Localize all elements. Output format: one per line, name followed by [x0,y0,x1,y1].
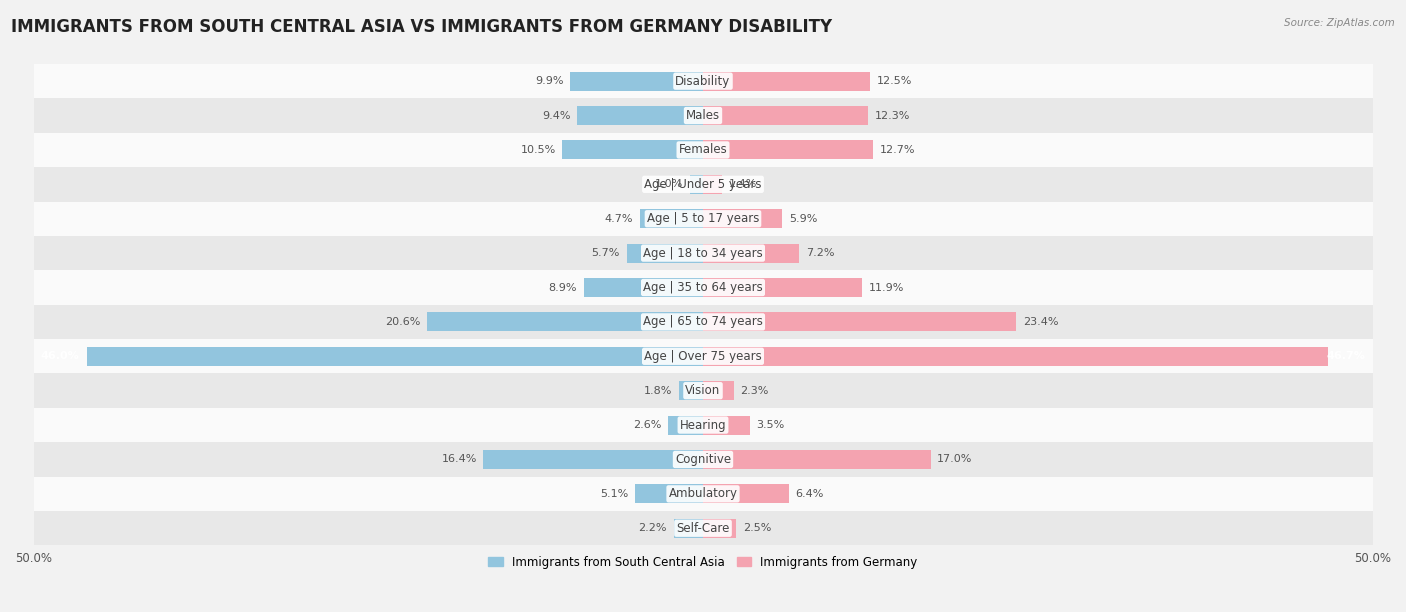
Text: 3.5%: 3.5% [756,420,785,430]
Text: 2.5%: 2.5% [744,523,772,533]
Text: 20.6%: 20.6% [385,317,420,327]
Text: Disability: Disability [675,75,731,88]
Text: 5.1%: 5.1% [600,489,628,499]
Bar [634,484,703,503]
Bar [703,450,931,469]
Bar [679,381,703,400]
Bar [703,381,734,400]
Bar [571,72,703,91]
Text: Age | 18 to 34 years: Age | 18 to 34 years [643,247,763,259]
Text: 2.6%: 2.6% [633,420,661,430]
Text: 46.7%: 46.7% [1327,351,1365,361]
Text: Self-Care: Self-Care [676,522,730,535]
Bar [34,339,1372,373]
Text: Males: Males [686,109,720,122]
Bar [34,511,1372,545]
Text: 2.2%: 2.2% [638,523,666,533]
Bar [703,347,1329,366]
Text: 23.4%: 23.4% [1024,317,1059,327]
Text: Age | 35 to 64 years: Age | 35 to 64 years [643,281,763,294]
Text: 8.9%: 8.9% [548,283,576,293]
Text: 5.9%: 5.9% [789,214,817,224]
Bar [34,373,1372,408]
Bar [34,201,1372,236]
Bar [703,244,800,263]
Text: Ambulatory: Ambulatory [668,487,738,501]
Text: Cognitive: Cognitive [675,453,731,466]
Text: 12.7%: 12.7% [880,145,915,155]
Text: 1.0%: 1.0% [655,179,683,189]
Bar [34,442,1372,477]
Bar [87,347,703,366]
Bar [640,209,703,228]
Bar [34,133,1372,167]
Text: Females: Females [679,143,727,157]
Bar [576,106,703,125]
Bar [34,167,1372,201]
Text: 10.5%: 10.5% [520,145,555,155]
Text: IMMIGRANTS FROM SOUTH CENTRAL ASIA VS IMMIGRANTS FROM GERMANY DISABILITY: IMMIGRANTS FROM SOUTH CENTRAL ASIA VS IM… [11,18,832,36]
Text: Age | 65 to 74 years: Age | 65 to 74 years [643,315,763,329]
Text: 16.4%: 16.4% [441,455,477,465]
Text: 1.8%: 1.8% [644,386,672,396]
Bar [34,408,1372,442]
Legend: Immigrants from South Central Asia, Immigrants from Germany: Immigrants from South Central Asia, Immi… [484,551,922,573]
Text: Source: ZipAtlas.com: Source: ZipAtlas.com [1284,18,1395,28]
Bar [668,416,703,435]
Bar [703,484,789,503]
Text: Vision: Vision [685,384,721,397]
Text: 9.4%: 9.4% [541,111,571,121]
Bar [703,175,721,194]
Bar [583,278,703,297]
Bar [484,450,703,469]
Text: 5.7%: 5.7% [592,248,620,258]
Bar [689,175,703,194]
Text: 17.0%: 17.0% [938,455,973,465]
Bar [34,99,1372,133]
Text: Hearing: Hearing [679,419,727,431]
Text: 4.7%: 4.7% [605,214,633,224]
Bar [34,271,1372,305]
Text: Age | Over 75 years: Age | Over 75 years [644,350,762,363]
Text: 12.5%: 12.5% [877,76,912,86]
Bar [427,313,703,331]
Bar [703,106,868,125]
Bar [34,64,1372,99]
Text: 46.0%: 46.0% [41,351,79,361]
Bar [703,278,862,297]
Text: 12.3%: 12.3% [875,111,910,121]
Bar [34,236,1372,271]
Text: 7.2%: 7.2% [806,248,835,258]
Bar [673,519,703,538]
Bar [703,141,873,159]
Bar [703,72,870,91]
Bar [703,209,782,228]
Text: 9.9%: 9.9% [536,76,564,86]
Text: 1.4%: 1.4% [728,179,756,189]
Bar [703,519,737,538]
Bar [703,313,1017,331]
Bar [34,477,1372,511]
Text: 2.3%: 2.3% [741,386,769,396]
Bar [627,244,703,263]
Bar [703,416,749,435]
Text: 6.4%: 6.4% [796,489,824,499]
Text: Age | 5 to 17 years: Age | 5 to 17 years [647,212,759,225]
Text: 11.9%: 11.9% [869,283,904,293]
Bar [34,305,1372,339]
Bar [562,141,703,159]
Text: Age | Under 5 years: Age | Under 5 years [644,178,762,191]
